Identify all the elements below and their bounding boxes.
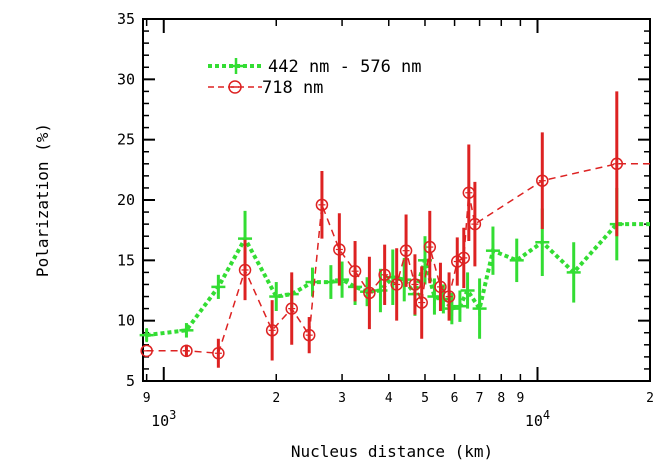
marker-circle <box>390 278 403 291</box>
x-minor-tick-label: 7 <box>476 391 484 406</box>
y-tick-label: 30 <box>117 70 135 88</box>
marker-circle <box>265 324 279 337</box>
marker-circle <box>348 264 362 278</box>
y-tick-label: 25 <box>117 131 135 149</box>
marker-circle <box>363 286 376 300</box>
legend-label-series-1: 442 nm - 576 nm <box>268 57 422 77</box>
y-axis-title: Polarization (%) <box>33 123 52 277</box>
legend-marker-plus <box>229 58 243 74</box>
marker-circle <box>468 217 482 231</box>
y-tick-label: 20 <box>117 191 135 209</box>
marker-circle <box>238 263 252 277</box>
series-1 <box>139 187 650 343</box>
x-minor-tick-label: 2 <box>272 391 280 406</box>
series-2 <box>140 91 650 368</box>
marker-circle <box>378 268 391 282</box>
marker-circle <box>285 302 298 315</box>
x-minor-tick-label: 3 <box>338 391 346 406</box>
series-layer <box>139 91 650 368</box>
x-major-tick-label: 103 <box>151 408 176 430</box>
marker-circle <box>442 290 456 303</box>
x-minor-tick-label: 8 <box>497 391 505 406</box>
marker-circle <box>180 344 193 358</box>
marker-circle <box>457 251 471 265</box>
x-minor-tick-label: 9 <box>516 391 524 406</box>
x-major-tick-label: 104 <box>525 408 550 430</box>
x-minor-tick-label: 9 <box>143 391 151 406</box>
legend-label-series-2: 718 nm <box>262 78 323 98</box>
marker-circle <box>434 280 447 294</box>
x-minor-tick-label: 6 <box>451 391 459 406</box>
x-minor-tick-label: 4 <box>385 391 393 406</box>
marker-circle <box>610 157 624 171</box>
legend: 442 nm - 576 nm 718 nm <box>208 57 422 98</box>
marker-circle <box>415 296 428 309</box>
marker-circle <box>333 243 346 256</box>
x-minor-tick-label: 5 <box>421 391 429 406</box>
y-tick-label: 35 <box>117 10 135 28</box>
marker-circle <box>536 174 549 187</box>
y-tick-label: 5 <box>126 372 135 390</box>
y-tick-label: 15 <box>117 251 135 269</box>
legend-marker-circle <box>228 80 242 94</box>
marker-circle <box>140 344 153 358</box>
x-axis-title: Nucleus distance (km) <box>291 442 493 461</box>
marker-circle <box>212 346 225 360</box>
marker-circle <box>302 328 316 342</box>
marker-circle <box>315 198 329 212</box>
y-tick-label: 10 <box>117 312 135 330</box>
marker-circle <box>423 240 437 254</box>
marker-circle <box>399 244 413 257</box>
x-minor-tick-label: 2 <box>646 391 654 406</box>
